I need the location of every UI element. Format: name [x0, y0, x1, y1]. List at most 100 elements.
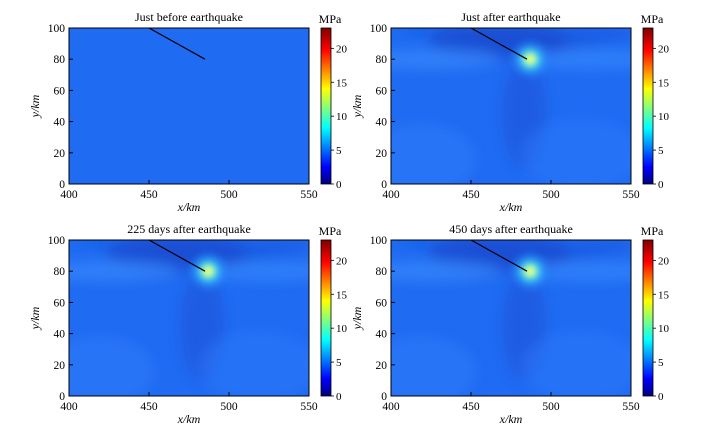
- high-stress-lobe: [521, 331, 631, 396]
- x-tick-label: 450: [462, 189, 480, 201]
- high-stress-lobe: [69, 336, 154, 396]
- x-tick-label: 500: [220, 189, 238, 201]
- colorbar-tick-label: 5: [336, 145, 342, 157]
- y-tick-label: 60: [54, 85, 66, 97]
- y-axis-label: y/km: [28, 94, 42, 118]
- y-tick-label: 60: [376, 85, 388, 97]
- colorbar-tick-label: 10: [336, 323, 348, 335]
- colorbar-unit-label: MPa: [641, 224, 664, 238]
- x-tick-label: 550: [300, 401, 318, 413]
- colorbar-tick-label: 0: [336, 391, 342, 403]
- y-tick-label: 100: [48, 235, 66, 247]
- y-axis-label: y/km: [28, 306, 42, 330]
- colorbar-tick-label: 15: [336, 289, 348, 301]
- panel-title: Just before earthquake: [135, 10, 243, 24]
- plot-frame: [390, 239, 632, 397]
- x-tick-label: 550: [622, 189, 640, 201]
- y-tick-label: 20: [376, 360, 388, 372]
- colorbar-tick-label: 20: [658, 255, 670, 267]
- y-tick-label: 0: [59, 179, 65, 191]
- stress-field: [391, 240, 631, 396]
- y-tick-label: 0: [381, 391, 387, 403]
- high-stress-lobe: [199, 331, 309, 396]
- y-tick-label: 80: [376, 54, 388, 66]
- x-axis-label: x/km: [177, 200, 201, 214]
- y-tick-label: 80: [376, 266, 388, 278]
- stress-pattern: [391, 240, 631, 396]
- y-axis-label: y/km: [350, 306, 364, 330]
- high-stress-lobe: [391, 336, 476, 396]
- colorbar: 0 5 10 15 20 MPa: [319, 12, 348, 191]
- colorbar-tick-label: 15: [336, 77, 348, 89]
- plot-frame: [68, 27, 310, 185]
- x-tick-label: 500: [542, 401, 560, 413]
- colorbar-unit-label: MPa: [319, 12, 342, 26]
- colorbar-gradient: [320, 27, 332, 185]
- colorbar-tick-label: 0: [658, 179, 664, 191]
- y-tick-label: 40: [376, 329, 388, 341]
- y-tick-label: 100: [370, 23, 388, 35]
- colorbar: 0 5 10 15 20 MPa: [641, 224, 670, 403]
- x-tick-label: 550: [300, 189, 318, 201]
- plot-frame: [390, 27, 632, 185]
- stress-pattern: [69, 240, 309, 396]
- x-tick-label: 400: [382, 401, 400, 413]
- y-tick-label: 0: [381, 179, 387, 191]
- colorbar-gradient: [642, 27, 654, 185]
- panel-title: 450 days after earthquake: [449, 222, 573, 236]
- y-tick-label: 100: [48, 23, 66, 35]
- colorbar: 0 5 10 15 20 MPa: [319, 224, 348, 403]
- fault-line: [148, 239, 206, 272]
- high-stress-lobe: [521, 119, 631, 184]
- colorbar-tick-label: 15: [658, 289, 670, 301]
- colorbar: 0 5 10 15 20 MPa: [641, 12, 670, 191]
- colorbar-tick-label: 20: [336, 255, 348, 267]
- y-tick-label: 0: [59, 391, 65, 403]
- x-tick-label: 550: [622, 401, 640, 413]
- colorbar-tick-label: 10: [336, 111, 348, 123]
- x-tick-label: 500: [542, 189, 560, 201]
- stress-concentration: [508, 37, 553, 82]
- colorbar-gradient: [642, 239, 654, 397]
- colorbar-tick-label: 10: [658, 323, 670, 335]
- y-axis-label: y/km: [350, 94, 364, 118]
- fault-line: [470, 27, 528, 60]
- y-tick-label: 80: [54, 54, 66, 66]
- stress-concentration: [508, 249, 553, 294]
- colorbar-gradient: [320, 239, 332, 397]
- colorbar-tick-label: 5: [336, 357, 342, 369]
- y-tick-label: 60: [376, 297, 388, 309]
- high-stress-lobe: [391, 124, 476, 184]
- colorbar-tick-label: 5: [658, 357, 664, 369]
- colorbar-tick-label: 20: [336, 43, 348, 55]
- y-tick-label: 100: [370, 235, 388, 247]
- colorbar-tick-label: 5: [658, 145, 664, 157]
- colorbar-tick-label: 10: [658, 111, 670, 123]
- x-axis-label: x/km: [499, 200, 523, 214]
- colorbar-tick-label: 0: [336, 179, 342, 191]
- fault-line: [148, 27, 206, 60]
- high-stress-lobe: [69, 261, 179, 282]
- colorbar-tick-label: 0: [658, 391, 664, 403]
- x-tick-label: 450: [140, 189, 158, 201]
- x-axis-label: x/km: [177, 412, 201, 426]
- y-tick-label: 60: [54, 297, 66, 309]
- x-tick-label: 400: [382, 189, 400, 201]
- x-axis-label: x/km: [499, 412, 523, 426]
- x-tick-label: 400: [60, 189, 78, 201]
- x-tick-label: 500: [220, 401, 238, 413]
- stress-peak: [204, 267, 213, 276]
- plot-frame: [68, 239, 310, 397]
- high-stress-lobe: [391, 49, 501, 70]
- y-tick-label: 40: [376, 117, 388, 129]
- x-tick-label: 400: [60, 401, 78, 413]
- colorbar-tick-label: 20: [658, 43, 670, 55]
- y-tick-label: 20: [54, 148, 66, 160]
- x-tick-label: 450: [140, 401, 158, 413]
- y-tick-label: 20: [376, 148, 388, 160]
- x-tick-label: 450: [462, 401, 480, 413]
- stress-peak: [526, 267, 535, 276]
